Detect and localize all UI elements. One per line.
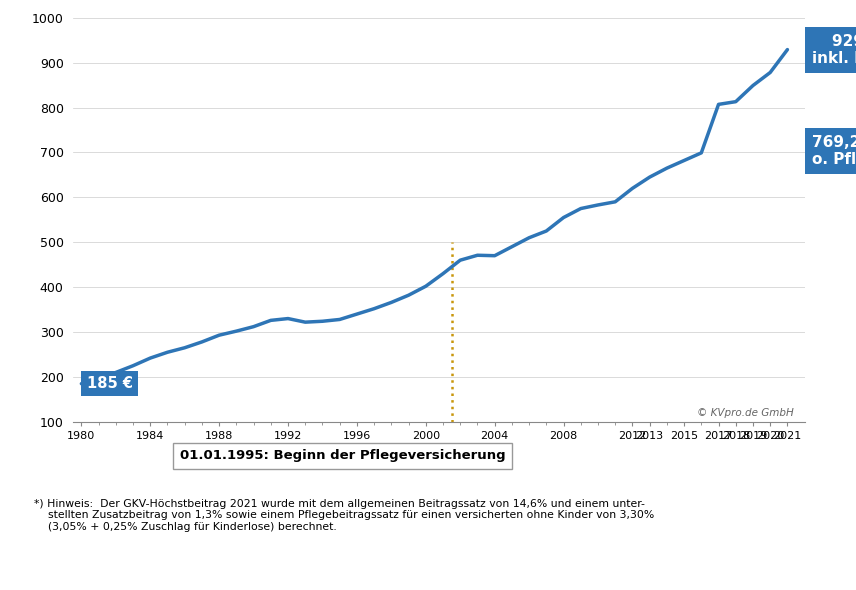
Text: *) Hinweis:  Der GKV-Höchstbeitrag 2021 wurde mit dem allgemeinen Beitragssatz v: *) Hinweis: Der GKV-Höchstbeitrag 2021 w…: [34, 499, 655, 532]
Text: 185 €: 185 €: [86, 376, 133, 391]
Text: 769,24 €
o. Pflege: 769,24 € o. Pflege: [812, 135, 856, 168]
Text: 01.01.1995: Beginn der Pflegeversicherung: 01.01.1995: Beginn der Pflegeversicherun…: [180, 449, 505, 463]
Text: 929 €*
inkl. Pflege: 929 €* inkl. Pflege: [812, 34, 856, 66]
Text: © KVpro.de GmbH: © KVpro.de GmbH: [697, 408, 794, 418]
